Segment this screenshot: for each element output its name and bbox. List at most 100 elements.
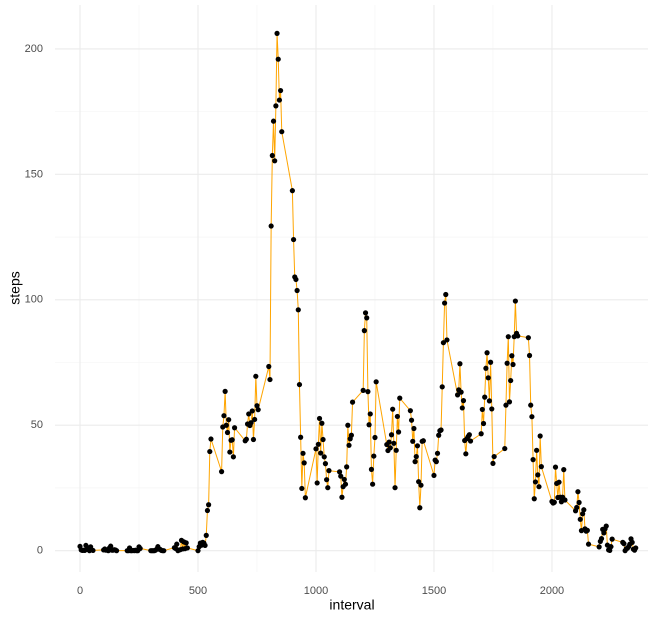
data-point bbox=[255, 407, 261, 413]
data-point bbox=[206, 502, 212, 508]
data-point bbox=[440, 340, 447, 346]
data-point bbox=[137, 545, 143, 552]
data-point bbox=[467, 438, 474, 444]
data-point bbox=[407, 408, 413, 414]
data-point bbox=[441, 300, 448, 306]
data-point bbox=[525, 335, 531, 341]
y-tick-label: 50 bbox=[31, 419, 43, 431]
data-point bbox=[203, 532, 209, 538]
data-point bbox=[509, 353, 515, 359]
data-point bbox=[253, 373, 259, 379]
data-point bbox=[301, 460, 307, 466]
data-point bbox=[580, 511, 586, 517]
data-point bbox=[408, 417, 415, 423]
data-point bbox=[346, 442, 352, 448]
data-point bbox=[608, 544, 614, 550]
data-point bbox=[561, 467, 567, 473]
data-point bbox=[338, 473, 344, 479]
data-point bbox=[364, 315, 370, 321]
data-point bbox=[417, 505, 423, 511]
data-point bbox=[431, 472, 437, 479]
data-point bbox=[319, 420, 325, 426]
data-point bbox=[318, 450, 324, 456]
data-point bbox=[224, 429, 231, 436]
data-point bbox=[534, 447, 540, 453]
data-point bbox=[342, 481, 349, 487]
data-point bbox=[326, 468, 332, 474]
y-tick-label: 100 bbox=[25, 294, 43, 306]
data-point bbox=[195, 548, 201, 554]
data-point bbox=[596, 544, 602, 550]
data-point bbox=[254, 403, 260, 409]
data-point bbox=[276, 97, 283, 103]
data-point bbox=[277, 87, 284, 94]
data-point bbox=[184, 545, 190, 551]
data-point bbox=[528, 402, 534, 408]
data-point bbox=[503, 402, 509, 408]
data-point bbox=[275, 56, 281, 62]
data-point bbox=[480, 420, 487, 427]
data-point bbox=[390, 406, 396, 412]
data-point bbox=[313, 446, 319, 452]
data-point bbox=[629, 539, 635, 545]
data-point bbox=[349, 399, 356, 405]
data-point bbox=[348, 432, 354, 438]
data-point bbox=[394, 413, 400, 420]
data-point bbox=[266, 363, 272, 370]
data-point bbox=[270, 118, 277, 124]
data-point bbox=[243, 436, 249, 442]
data-point bbox=[414, 443, 421, 449]
data-point bbox=[531, 496, 537, 502]
data-point bbox=[489, 406, 495, 412]
data-point bbox=[373, 379, 379, 385]
data-point bbox=[458, 389, 464, 395]
data-point bbox=[108, 543, 114, 549]
x-tick-label: 1000 bbox=[304, 585, 328, 597]
data-point bbox=[418, 482, 424, 488]
data-point bbox=[293, 276, 299, 283]
data-point bbox=[504, 360, 510, 366]
data-point bbox=[218, 469, 225, 475]
data-point bbox=[268, 223, 274, 229]
data-point bbox=[289, 188, 295, 194]
data-point bbox=[438, 427, 444, 433]
data-point bbox=[222, 388, 228, 394]
data-point bbox=[161, 548, 167, 554]
data-point bbox=[273, 103, 279, 109]
y-tick-label: 150 bbox=[25, 168, 43, 180]
data-point bbox=[298, 434, 304, 440]
data-point bbox=[226, 417, 232, 423]
data-point bbox=[436, 432, 442, 438]
data-point bbox=[371, 453, 377, 459]
data-point bbox=[485, 375, 491, 381]
data-point bbox=[551, 499, 557, 505]
data-point bbox=[420, 438, 426, 444]
data-point bbox=[444, 337, 450, 343]
data-point bbox=[339, 494, 345, 500]
data-point bbox=[324, 477, 330, 483]
data-point bbox=[581, 507, 587, 513]
data-point bbox=[274, 30, 280, 36]
data-point bbox=[345, 422, 351, 428]
data-point bbox=[526, 352, 533, 359]
data-point bbox=[603, 523, 609, 529]
data-point bbox=[208, 436, 214, 442]
data-point bbox=[204, 507, 211, 514]
data-point bbox=[361, 328, 367, 334]
data-point bbox=[249, 408, 255, 414]
data-point bbox=[410, 438, 416, 444]
data-point bbox=[482, 394, 488, 400]
data-point bbox=[460, 398, 467, 404]
data-point bbox=[552, 464, 559, 470]
data-point bbox=[434, 450, 441, 456]
data-point bbox=[502, 445, 508, 452]
data-point bbox=[488, 359, 494, 365]
x-tick-label: 2000 bbox=[540, 585, 564, 597]
data-point bbox=[315, 441, 321, 447]
data-point bbox=[515, 333, 521, 339]
data-point bbox=[393, 447, 399, 453]
data-point bbox=[466, 432, 472, 438]
data-point bbox=[174, 541, 180, 547]
data-point bbox=[538, 464, 544, 470]
data-point bbox=[633, 545, 639, 551]
